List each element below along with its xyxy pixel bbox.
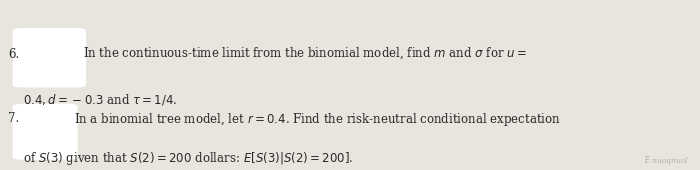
Text: 7.: 7. [8, 112, 20, 125]
Text: In the continuous-time limit from the binomial model, find $m$ and $\sigma$ for : In the continuous-time limit from the bi… [83, 46, 526, 61]
Text: $\mathit{E}$ nuoqnuol: $\mathit{E}$ nuoqnuol [645, 154, 690, 167]
Text: 6.: 6. [8, 48, 20, 61]
FancyBboxPatch shape [13, 28, 86, 88]
Text: $0.4, d = -0.3$ and $\tau = 1/4$.: $0.4, d = -0.3$ and $\tau = 1/4$. [23, 92, 177, 107]
Text: of $S(3)$ given that $S(2) = 200$ dollars: $E[S(3)|S(2) = 200]$.: of $S(3)$ given that $S(2) = 200$ dollar… [23, 150, 354, 167]
Text: In a binomial tree model, let $r = 0.4$. Find the risk-neutral conditional expec: In a binomial tree model, let $r = 0.4$.… [74, 111, 560, 128]
FancyBboxPatch shape [13, 104, 78, 160]
